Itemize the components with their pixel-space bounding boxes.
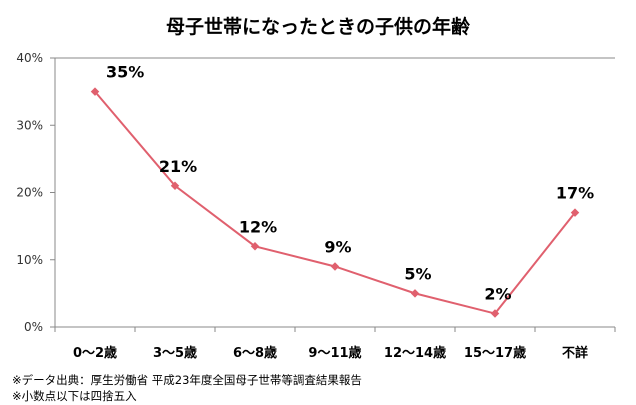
data-point	[170, 181, 180, 191]
x-tick-label: 3〜5歳	[153, 345, 197, 361]
y-tick-label: 0%	[24, 320, 43, 334]
y-tick-label: 20%	[16, 186, 43, 200]
data-label: 9%	[324, 237, 351, 256]
series-line	[94, 90, 576, 315]
x-tick-label: 6〜8歳	[233, 345, 277, 361]
data-point	[330, 262, 340, 271]
x-tick-label: 12〜14歳	[384, 345, 446, 361]
chart-title: 母子世帯になったときの子供の年齢	[165, 16, 470, 38]
source-note: ※データ出典：厚生労働省 平成23年度全国母子世帯等調査結果報告	[12, 373, 362, 387]
rounding-note: ※小数点以下は四捨五入	[12, 389, 137, 403]
x-tick-label: 0〜2歳	[73, 345, 117, 361]
data-point	[250, 242, 260, 251]
x-tick-label: 不詳	[562, 345, 588, 361]
y-tick-label: 10%	[16, 253, 43, 267]
data-label: 35%	[106, 63, 144, 82]
data-point	[410, 289, 420, 298]
y-tick-label: 40%	[16, 51, 43, 65]
data-label: 21%	[159, 157, 197, 176]
x-tick-label: 15〜17歳	[464, 345, 526, 361]
data-point	[90, 87, 100, 96]
x-tick-label: 9〜11歳	[308, 345, 361, 361]
data-label: 17%	[556, 184, 594, 203]
data-label: 5%	[404, 264, 431, 283]
data-label: 12%	[239, 217, 277, 236]
y-tick-label: 30%	[16, 118, 43, 132]
data-label: 2%	[484, 285, 511, 304]
data-point	[490, 309, 500, 318]
